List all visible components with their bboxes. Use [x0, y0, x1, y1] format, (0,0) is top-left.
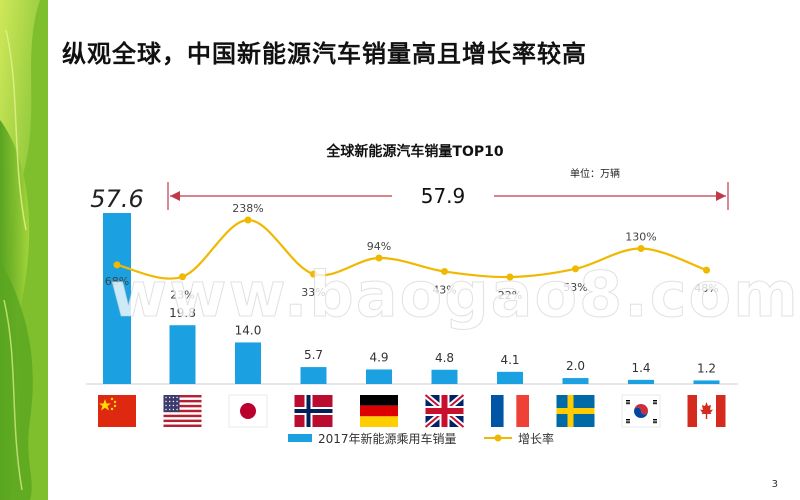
bar-4: [366, 369, 392, 384]
uk-flag-icon: [423, 392, 466, 430]
ca-flag-icon: [687, 395, 726, 427]
rate-point-3: [310, 270, 317, 278]
us-flag-icon: [163, 395, 202, 427]
leaf-decoration: [0, 0, 48, 500]
bar-value-label-2: 14.0: [235, 323, 262, 337]
bar-value-label-3: 5.7: [304, 348, 323, 362]
bar-2: [235, 342, 261, 384]
bar-value-label-8: 1.4: [631, 361, 650, 375]
page-number: 3: [771, 479, 778, 490]
jp-flag-icon: [228, 394, 268, 428]
rate-value-label-5: 43%: [432, 283, 456, 296]
rate-point-6: [506, 273, 514, 281]
bar-value-label-7: 2.0: [566, 359, 585, 373]
kr-flag-icon: [621, 394, 661, 428]
bar-3: [300, 367, 327, 384]
legend-line-label: 增长率: [518, 431, 554, 446]
rate-point-1: [179, 273, 186, 281]
bar-value-label-4: 4.9: [369, 350, 388, 364]
fr-flag-icon: [491, 395, 529, 427]
rate-value-label-1: 23%: [170, 289, 194, 302]
legend: 2017年新能源乘用车销量 增长率: [288, 431, 554, 446]
rate-point-8: [637, 245, 645, 252]
rate-point-4: [375, 254, 383, 262]
de-flag-icon: [360, 395, 398, 427]
bar-value-label-5: 4.8: [435, 351, 454, 365]
bar-value-label-6: 4.1: [500, 353, 519, 367]
rate-value-label-6: 22%: [498, 289, 522, 302]
no-flag-icon: [294, 395, 333, 427]
rate-value-label-4: 94%: [367, 240, 391, 253]
legend-line-marker: [494, 434, 502, 442]
unit-label: 单位：万辆: [570, 167, 620, 180]
rate-point-0: [113, 261, 121, 269]
rate-value-label-0: 68%: [105, 275, 129, 288]
bar-7: [562, 378, 589, 384]
bar-1: [169, 325, 196, 384]
rate-value-label-9: 48%: [694, 282, 718, 295]
bar-value-label-0: 57.6: [90, 185, 143, 213]
bar-0: [103, 213, 131, 384]
bar-8: [628, 379, 654, 384]
bar-value-label-1: 19.8: [169, 306, 196, 320]
growth-rate-line: [116, 218, 707, 280]
bar-9: [693, 380, 720, 384]
chart-title: 全球新能源汽车销量TOP10: [325, 143, 503, 160]
bar-6: [497, 371, 523, 384]
rate-value-label-8: 130%: [625, 231, 656, 244]
rate-point-7: [572, 265, 579, 273]
rate-value-label-2: 238%: [232, 202, 263, 215]
legend-bar-swatch: [288, 434, 312, 442]
bar-value-label-9: 1.2: [697, 361, 716, 375]
bar-5: [431, 369, 458, 384]
rate-value-label-7: 53%: [563, 281, 587, 294]
page-title: 纵观全球，中国新能源汽车销量高且增长率较高: [62, 40, 587, 68]
rate-point-5: [441, 267, 448, 275]
rate-value-label-3: 33%: [301, 286, 325, 299]
gap-annotation: 57.9: [421, 184, 466, 208]
legend-bar-label: 2017年新能源乘用车销量: [318, 431, 457, 446]
rate-point-2: [244, 216, 252, 224]
se-flag-icon: [556, 395, 595, 427]
cn-flag-icon: [98, 395, 136, 427]
rate-point-9: [703, 266, 710, 274]
gap-bracket: [167, 182, 729, 210]
